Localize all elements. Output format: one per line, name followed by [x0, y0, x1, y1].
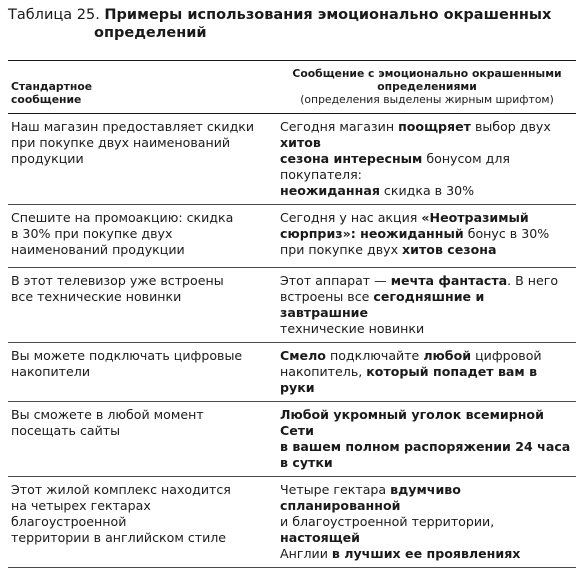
- standard-message-line: Спешите на промоакцию: скидка: [11, 210, 234, 225]
- message-text: Сегодня магазин: [280, 119, 399, 134]
- emotional-message-cell: Сегодня магазин поощряет выбор двух хито…: [266, 113, 576, 205]
- standard-message-cell: Этот жилой комплекс находится на четырех …: [8, 476, 266, 568]
- header-standard-message: Стандартное сообщение: [8, 60, 266, 114]
- emotional-definition: в лучших ее проявлениях: [331, 546, 521, 561]
- emotional-definition: «Неотразимый: [421, 210, 529, 225]
- emotional-message-cell: Смело подключайте любой цифровой накопите…: [266, 342, 576, 402]
- standard-message-line: накопители: [11, 364, 90, 379]
- standard-message-line: территории в английском стиле: [11, 530, 227, 545]
- message-text: накопитель,: [280, 364, 367, 379]
- emotional-message-cell: Четыре гектара вдумчиво спланированной и …: [266, 476, 576, 568]
- message-text: и благоустроенной территории,: [280, 514, 495, 529]
- standard-message-line: все технические новинки: [11, 289, 182, 304]
- standard-message-line: посещать сайты: [11, 423, 121, 438]
- message-text: бонусом для покупателя:: [280, 151, 510, 182]
- emotional-definition: мечта фантаста: [390, 273, 508, 288]
- header-col2-note: (определения выделены жирным шрифтом): [300, 93, 554, 106]
- message-text: выбор двух: [470, 119, 551, 134]
- standard-message-cell: В этот телевизор уже встроены все техниче…: [8, 267, 266, 343]
- standard-message-line: наименований продукции: [11, 242, 185, 257]
- emotional-definition: сегодняшние и завтрашние: [280, 289, 485, 320]
- standard-message-line: В этот телевизор уже встроены: [11, 273, 224, 288]
- message-text: . В него: [507, 273, 559, 288]
- caption-title-line1: Примеры использования эмоционально окраш…: [104, 7, 552, 23]
- standard-message-cell: Вы сможете в любой момент посещать сайты: [8, 401, 266, 477]
- message-text: цифровой: [471, 348, 542, 363]
- emotional-definition: неожиданная: [280, 183, 380, 198]
- emotional-definition: хитов: [280, 135, 321, 150]
- standard-message-cell: Спешите на промоакцию: скидка в 30% при п…: [8, 204, 266, 268]
- standard-message-line: Вы можете подключать цифровые: [11, 348, 243, 363]
- emotional-definition: любой: [423, 348, 472, 363]
- emotional-definition: настоящей: [280, 530, 360, 545]
- emotional-message-cell: Любой укромный уголок всемирной Сети в ва…: [266, 401, 576, 477]
- standard-message-line: в 30% при покупке двух: [11, 226, 173, 241]
- message-text: Англии: [280, 546, 332, 561]
- standard-message-line: Вы сможете в любой момент: [11, 407, 204, 422]
- standard-message-line: продукции: [11, 151, 84, 166]
- emotional-definition: Любой укромный уголок всемирной Сети: [280, 407, 544, 438]
- emotional-definition: в вашем полном распоряжении 24 часа: [280, 439, 571, 454]
- standard-message-line: на четырех гектарах благоустроенной: [11, 498, 151, 529]
- table-row: Вы можете подключать цифровые накопители С…: [8, 342, 576, 402]
- message-text: Этот аппарат —: [280, 273, 391, 288]
- standard-message-cell: Наш магазин предоставляет скидки при поку…: [8, 113, 266, 205]
- emotional-message-cell: Сегодня у нас акция «Неотразимый сюрприз»…: [266, 204, 576, 268]
- standard-message-line: при покупке двух наименований: [11, 135, 231, 150]
- message-text: встроены все: [280, 289, 374, 304]
- table-row: Этот жилой комплекс находится на четырех …: [8, 476, 576, 568]
- table-row: Вы сможете в любой момент посещать сайты Л…: [8, 401, 576, 477]
- message-text: Сегодня у нас акция: [280, 210, 422, 225]
- header-col1-line1: Стандартное: [11, 80, 93, 93]
- emotional-definition: хитов сезона: [402, 242, 497, 257]
- message-text: бонус в 30%: [463, 226, 550, 241]
- table-header-row: Стандартное сообщение Сообщение с эмоцио…: [8, 60, 576, 114]
- emotional-definition: сюрприз»: неожиданный: [280, 226, 464, 241]
- message-text: Четыре гектара: [280, 482, 391, 497]
- header-emotional-message: Сообщение с эмоционально окрашенными опр…: [266, 60, 576, 114]
- message-text: технические новинки: [280, 321, 425, 336]
- standard-message-line: Этот жилой комплекс находится: [11, 482, 231, 497]
- table-row: Наш магазин предоставляет скидки при поку…: [8, 113, 576, 205]
- standard-message-line: Наш магазин предоставляет скидки: [11, 119, 255, 134]
- emotional-definition: в сутки: [280, 455, 333, 470]
- document-page: Таблица 25. Примеры использования эмоцио…: [8, 6, 578, 568]
- emotional-definition: сезона интересным: [280, 151, 423, 166]
- header-col2-line2: определениями: [377, 80, 477, 93]
- table-caption: Таблица 25. Примеры использования эмоцио…: [8, 6, 578, 42]
- examples-table: Стандартное сообщение Сообщение с эмоцио…: [8, 60, 576, 568]
- table-row: Спешите на промоакцию: скидка в 30% при п…: [8, 204, 576, 268]
- emotional-definition: который попадет вам в руки: [280, 364, 538, 395]
- header-col1-line2: сообщение: [11, 93, 82, 106]
- emotional-definition: поощряет: [398, 119, 471, 134]
- header-col2-line1: Сообщение с эмоционально окрашенными: [292, 67, 562, 80]
- caption-title-line2: определений: [94, 25, 207, 41]
- message-text: скидка в 30%: [379, 183, 475, 198]
- message-text: при покупке двух: [280, 242, 403, 257]
- standard-message-cell: Вы можете подключать цифровые накопители: [8, 342, 266, 402]
- caption-label: Таблица 25.: [8, 7, 100, 23]
- table-row: В этот телевизор уже встроены все техниче…: [8, 267, 576, 343]
- emotional-definition: Смело: [280, 348, 326, 363]
- emotional-message-cell: Этот аппарат — мечта фантаста. В него вст…: [266, 267, 576, 343]
- message-text: подключайте: [325, 348, 424, 363]
